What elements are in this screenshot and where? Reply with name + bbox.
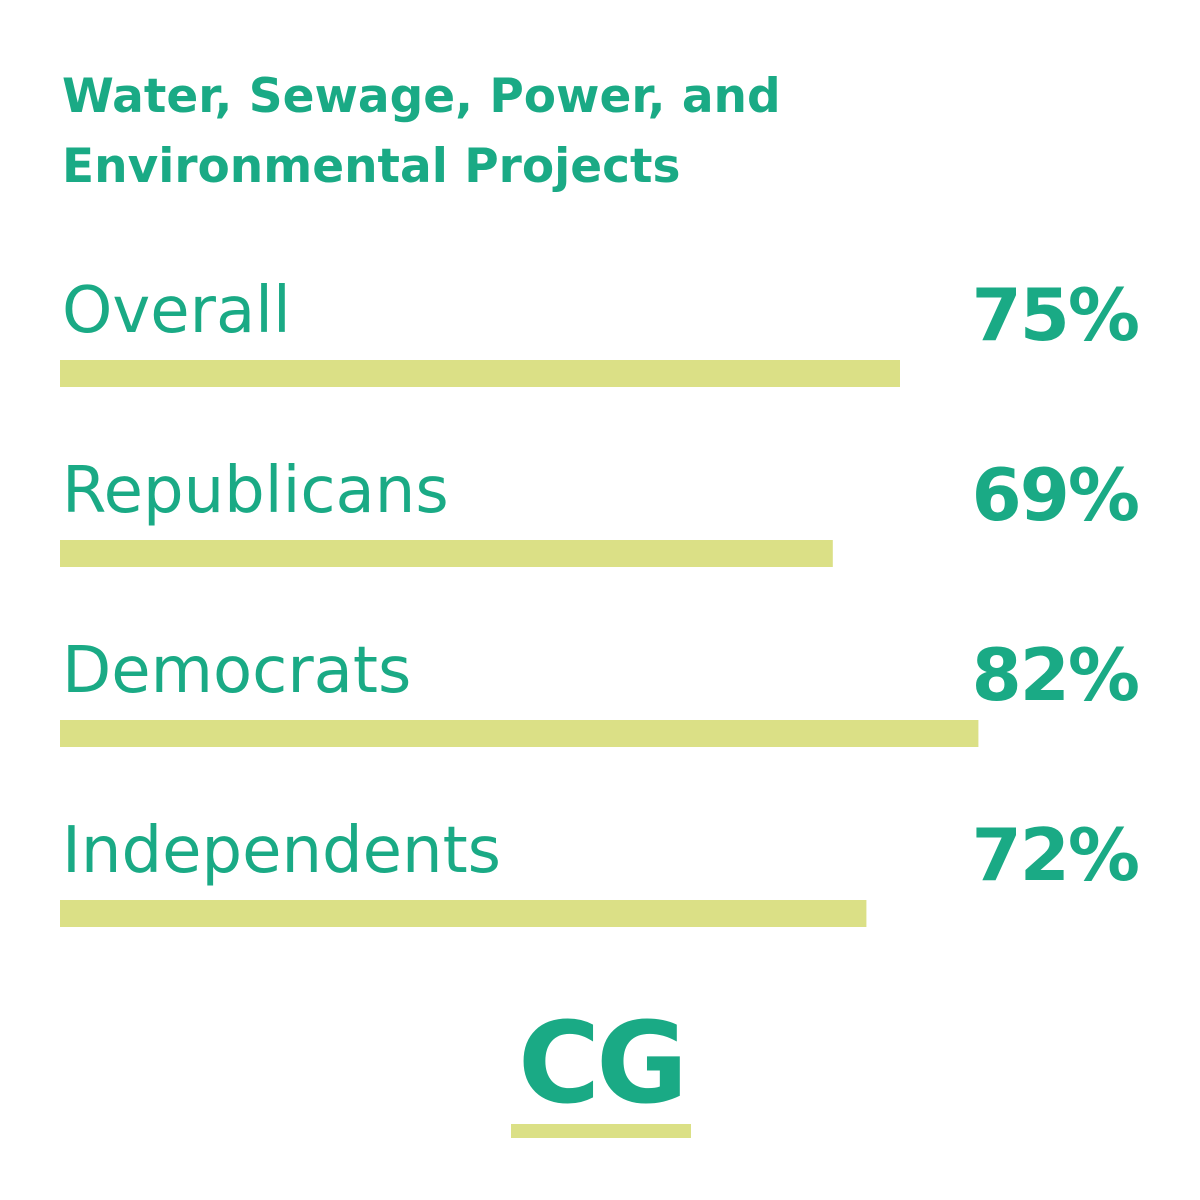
- value-label: 82%: [972, 633, 1138, 717]
- cg-logo-underline: [511, 1124, 691, 1138]
- category-label: Republicans: [62, 454, 449, 528]
- value-label: 75%: [972, 273, 1138, 357]
- value-label: 72%: [972, 813, 1138, 897]
- category-label: Overall: [62, 274, 291, 348]
- chart-title: Water, Sewage, Power, and Environmental …: [62, 62, 962, 202]
- category-label: Democrats: [62, 634, 411, 708]
- bar: [60, 360, 900, 387]
- category-label: Independents: [62, 814, 501, 888]
- cg-logo-text: CG: [518, 1010, 684, 1129]
- value-label: 69%: [972, 453, 1138, 537]
- chart-title-line-1: Water, Sewage, Power, and: [62, 69, 781, 124]
- bar: [60, 900, 867, 927]
- bar: [60, 720, 979, 747]
- cg-logo: CG: [511, 1010, 691, 1138]
- bar: [60, 540, 833, 567]
- chart-title-line-2: Environmental Projects: [62, 139, 681, 194]
